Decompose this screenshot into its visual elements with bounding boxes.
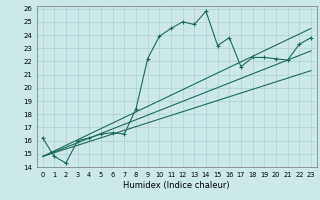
X-axis label: Humidex (Indice chaleur): Humidex (Indice chaleur) bbox=[124, 181, 230, 190]
